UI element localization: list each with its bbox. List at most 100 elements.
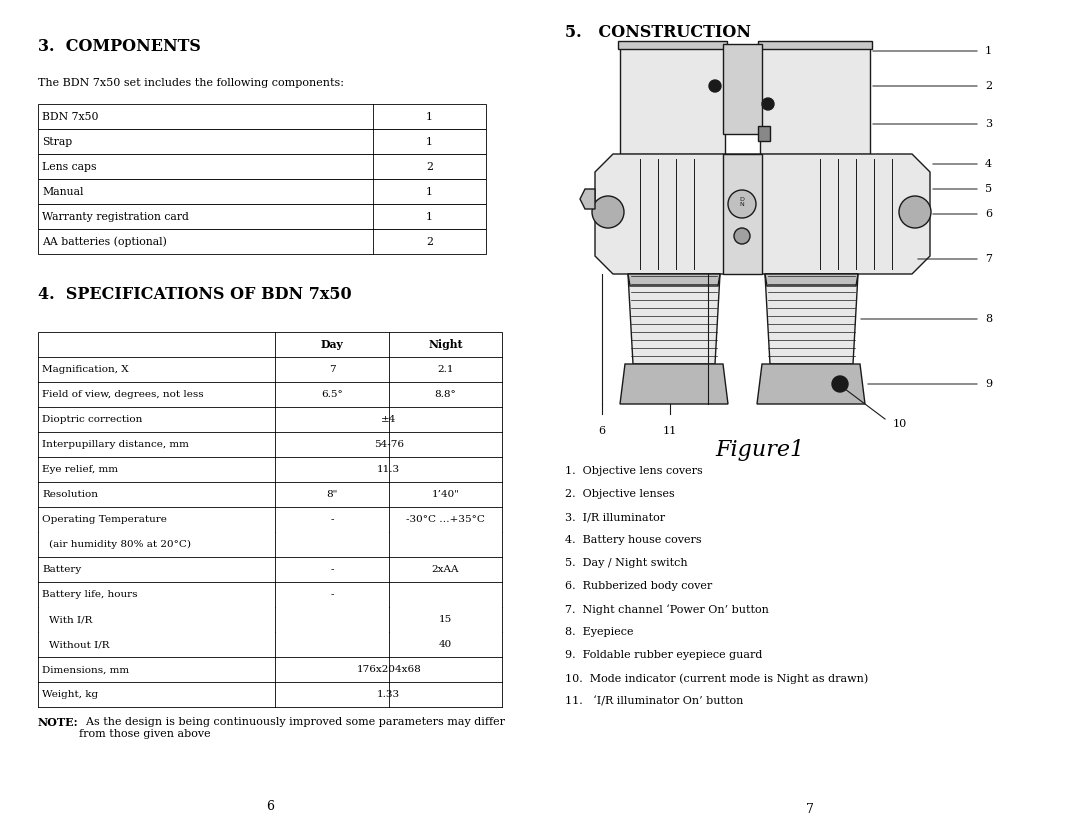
Text: 11.3: 11.3 bbox=[377, 465, 401, 474]
Text: 8": 8" bbox=[326, 490, 338, 499]
Bar bbox=[758, 126, 770, 141]
Text: With I/R: With I/R bbox=[49, 615, 92, 624]
Text: ±4: ±4 bbox=[381, 415, 396, 424]
Text: 5.   CONSTRUCTION: 5. CONSTRUCTION bbox=[565, 24, 751, 41]
Text: Magnification, X: Magnification, X bbox=[42, 365, 129, 374]
Circle shape bbox=[832, 376, 848, 392]
Text: 1: 1 bbox=[426, 187, 433, 197]
Bar bbox=[38, 179, 486, 204]
Text: Day: Day bbox=[321, 339, 343, 350]
Text: 1.33: 1.33 bbox=[377, 691, 401, 699]
Text: 4: 4 bbox=[985, 159, 993, 169]
Polygon shape bbox=[723, 154, 762, 274]
Text: 5.  Day / Night switch: 5. Day / Night switch bbox=[565, 558, 688, 568]
Text: 6: 6 bbox=[985, 209, 993, 219]
Text: 3: 3 bbox=[985, 119, 993, 129]
Bar bbox=[38, 557, 502, 582]
Polygon shape bbox=[723, 44, 762, 134]
Text: 10: 10 bbox=[893, 419, 907, 429]
Text: 11.   ‘I/R illuminator On’ button: 11. ‘I/R illuminator On’ button bbox=[565, 696, 743, 706]
Text: 3.  COMPONENTS: 3. COMPONENTS bbox=[38, 38, 201, 54]
Bar bbox=[758, 41, 872, 49]
Bar bbox=[38, 229, 486, 254]
Text: 9: 9 bbox=[985, 379, 993, 389]
Text: 2: 2 bbox=[985, 81, 993, 91]
Text: 1: 1 bbox=[426, 137, 433, 147]
Bar bbox=[618, 41, 727, 49]
Text: Eye relief, mm: Eye relief, mm bbox=[42, 465, 118, 474]
Circle shape bbox=[708, 80, 721, 92]
Text: 7: 7 bbox=[985, 254, 993, 264]
Text: 6.5°: 6.5° bbox=[321, 390, 343, 399]
Text: The BDN 7x50 set includes the following components:: The BDN 7x50 set includes the following … bbox=[38, 78, 343, 88]
Polygon shape bbox=[760, 44, 870, 154]
Circle shape bbox=[592, 196, 624, 228]
Polygon shape bbox=[765, 274, 858, 286]
Bar bbox=[38, 407, 502, 432]
Text: 8.  Eyepiece: 8. Eyepiece bbox=[565, 627, 634, 637]
Bar bbox=[38, 632, 502, 657]
Text: 40: 40 bbox=[438, 641, 453, 649]
Text: Night: Night bbox=[428, 339, 463, 350]
Text: Dioptric correction: Dioptric correction bbox=[42, 415, 143, 424]
Text: Battery life, hours: Battery life, hours bbox=[42, 590, 137, 599]
Text: As the design is being continuously improved some parameters may differ
from tho: As the design is being continuously impr… bbox=[79, 717, 504, 739]
Text: 1: 1 bbox=[426, 112, 433, 122]
Bar bbox=[38, 582, 502, 607]
Text: 1.  Objective lens covers: 1. Objective lens covers bbox=[565, 466, 703, 476]
Text: Field of view, degrees, not less: Field of view, degrees, not less bbox=[42, 390, 204, 399]
Text: 2: 2 bbox=[426, 162, 433, 172]
Text: -: - bbox=[330, 515, 334, 524]
Text: Without I/R: Without I/R bbox=[49, 641, 109, 649]
Polygon shape bbox=[620, 44, 725, 154]
Text: 5: 5 bbox=[985, 184, 993, 194]
Text: 8: 8 bbox=[985, 314, 993, 324]
Text: Warranty registration card: Warranty registration card bbox=[42, 212, 189, 222]
Text: 2: 2 bbox=[426, 237, 433, 247]
Bar bbox=[38, 657, 502, 682]
Bar bbox=[38, 332, 502, 357]
Text: 6: 6 bbox=[598, 426, 606, 436]
Bar bbox=[38, 457, 502, 482]
Text: Battery: Battery bbox=[42, 565, 81, 574]
Text: Weight, kg: Weight, kg bbox=[42, 691, 98, 699]
Text: Dimensions, mm: Dimensions, mm bbox=[42, 666, 130, 674]
Bar bbox=[38, 532, 502, 557]
Text: 7: 7 bbox=[806, 803, 814, 816]
Text: NOTE:: NOTE: bbox=[38, 717, 79, 728]
Text: 1’40": 1’40" bbox=[432, 490, 459, 499]
Bar bbox=[38, 382, 502, 407]
Text: 176x204x68: 176x204x68 bbox=[356, 666, 421, 674]
Text: 15: 15 bbox=[438, 615, 453, 624]
Text: Figure1: Figure1 bbox=[715, 439, 805, 461]
Polygon shape bbox=[595, 154, 930, 274]
Bar bbox=[38, 507, 502, 532]
Text: 10.  Mode indicator (current mode is Night as drawn): 10. Mode indicator (current mode is Nigh… bbox=[565, 673, 868, 684]
Text: 7.  Night channel ‘Power On’ button: 7. Night channel ‘Power On’ button bbox=[565, 604, 769, 615]
Text: 2.  Objective lenses: 2. Objective lenses bbox=[565, 489, 675, 499]
Text: 3.  I/R illuminator: 3. I/R illuminator bbox=[565, 512, 665, 522]
Text: -: - bbox=[330, 590, 334, 599]
Bar bbox=[38, 432, 502, 457]
Text: BDN 7x50: BDN 7x50 bbox=[42, 112, 98, 122]
Circle shape bbox=[728, 190, 756, 218]
Polygon shape bbox=[620, 364, 728, 404]
Text: 1: 1 bbox=[426, 212, 433, 222]
Polygon shape bbox=[757, 364, 865, 404]
Text: Operating Temperature: Operating Temperature bbox=[42, 515, 167, 524]
Bar bbox=[38, 357, 502, 382]
Text: -30°C …+35°C: -30°C …+35°C bbox=[406, 515, 485, 524]
Text: 54-76: 54-76 bbox=[374, 440, 404, 449]
Polygon shape bbox=[765, 274, 858, 364]
Bar bbox=[38, 204, 486, 229]
Bar bbox=[38, 482, 502, 507]
Text: Manual: Manual bbox=[42, 187, 83, 197]
Text: Strap: Strap bbox=[42, 137, 72, 147]
Text: 9.  Foldable rubber eyepiece guard: 9. Foldable rubber eyepiece guard bbox=[565, 650, 762, 660]
Bar bbox=[38, 607, 502, 632]
Bar bbox=[38, 129, 486, 154]
Text: (air humidity 80% at 20°C): (air humidity 80% at 20°C) bbox=[49, 540, 190, 549]
Circle shape bbox=[734, 228, 750, 244]
Text: 7: 7 bbox=[328, 365, 336, 374]
Text: -: - bbox=[330, 565, 334, 574]
